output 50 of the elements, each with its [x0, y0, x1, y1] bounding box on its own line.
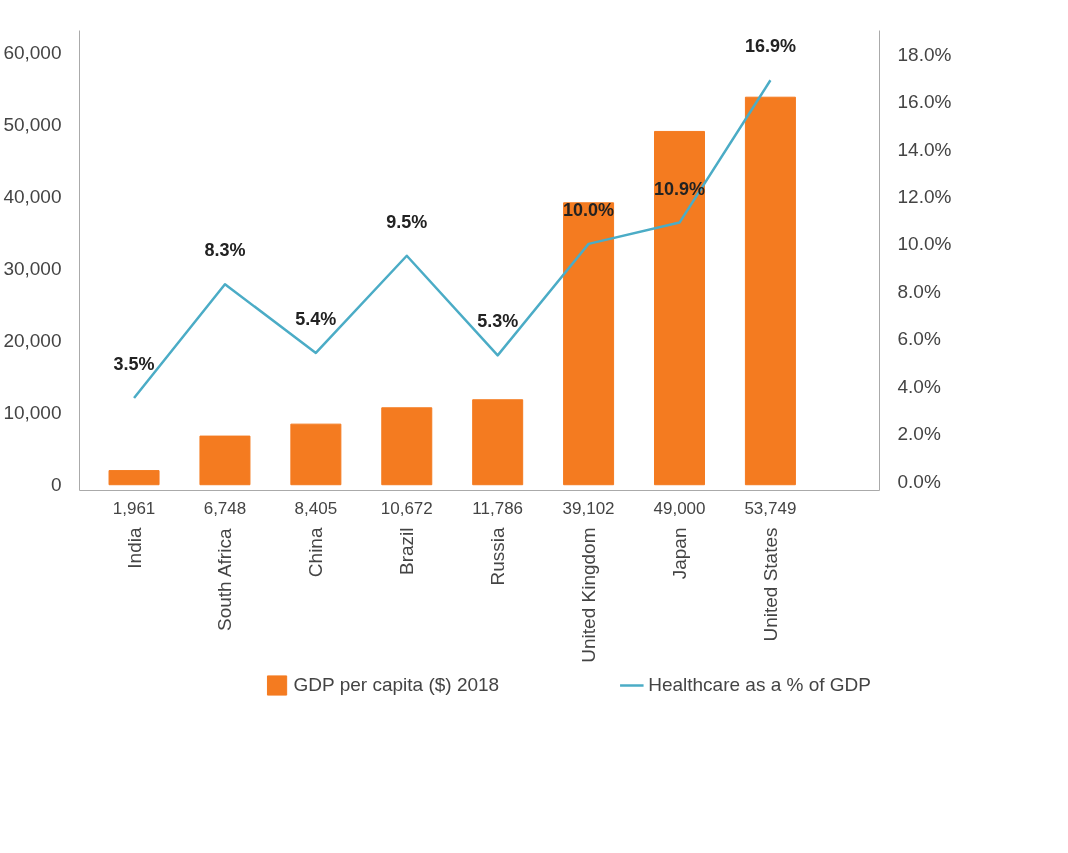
bar — [472, 399, 524, 486]
data-label: 11,786 — [472, 498, 524, 518]
x-tick-label: India — [123, 527, 145, 569]
y2-tick-label: 0.0% — [897, 470, 941, 492]
bar — [654, 130, 705, 486]
data-label: 49,000 — [653, 498, 706, 518]
y-tick-label: 10,000 — [3, 402, 62, 424]
data-label: 5.3% — [477, 311, 519, 332]
x-tick-label: United States — [759, 527, 781, 642]
data-label: 6,748 — [203, 498, 247, 518]
y-tick-label: 60,000 — [3, 41, 62, 63]
data-label: 8.3% — [204, 240, 246, 261]
y2-tick-label: 2.0% — [897, 423, 941, 445]
data-label: 8,405 — [294, 498, 338, 518]
data-label: 53,749 — [744, 498, 797, 518]
x-tick-label: United Kingdom — [578, 527, 600, 663]
legend-label: Healthcare as a % of GDP — [648, 674, 871, 696]
data-label: 16.9% — [744, 36, 796, 57]
y2-tick-label: 4.0% — [897, 375, 941, 397]
y2-tick-label: 16.0% — [897, 91, 952, 113]
y2-tick-label: 14.0% — [897, 138, 952, 160]
y-tick-label: 30,000 — [3, 257, 62, 279]
x-tick-label: China — [305, 527, 327, 578]
data-label: 5.4% — [295, 308, 337, 329]
bar — [290, 423, 342, 486]
y2-tick-label: 8.0% — [897, 280, 941, 302]
x-tick-label: South Africa — [214, 528, 236, 631]
y-tick-label: 40,000 — [3, 185, 62, 207]
data-label: 10.0% — [563, 199, 615, 220]
data-label: 3.5% — [113, 354, 155, 375]
y-tick-label: 0 — [50, 474, 62, 496]
y2-tick-label: 18.0% — [897, 43, 952, 65]
data-label: 39,102 — [562, 498, 615, 518]
data-label: 10,672 — [380, 498, 433, 518]
y2-tick-label: 6.0% — [897, 328, 941, 350]
bar — [744, 96, 796, 486]
y2-tick-label: 10.0% — [897, 233, 952, 255]
x-tick-label: Japan — [669, 527, 690, 580]
bar — [563, 202, 615, 486]
x-tick-label: Brazil — [396, 527, 418, 576]
legend-label: GDP per capita ($) 2018 — [293, 674, 500, 696]
y-tick-label: 50,000 — [3, 113, 62, 135]
bar — [108, 470, 160, 486]
bar — [199, 435, 251, 486]
y2-tick-label: 12.0% — [897, 185, 952, 207]
data-label: 1,961 — [112, 498, 156, 518]
bar — [381, 407, 433, 486]
data-label: 9.5% — [386, 211, 428, 232]
y-tick-label: 20,000 — [3, 330, 62, 352]
x-tick-label: Russia — [487, 527, 509, 586]
